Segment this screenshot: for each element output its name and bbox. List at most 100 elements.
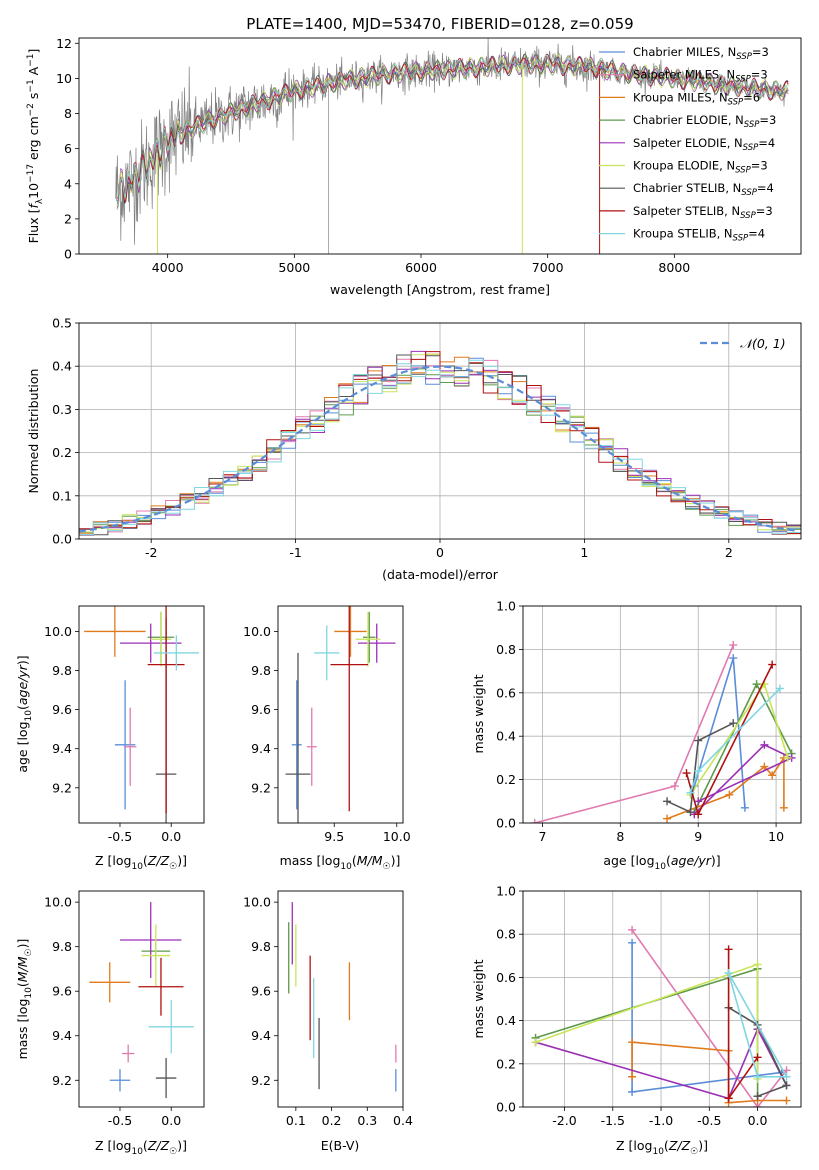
errorbar-salpeter-elodie bbox=[358, 623, 396, 663]
weight-line bbox=[534, 644, 735, 823]
figure-title: PLATE=1400, MJD=53470, FIBERID=0128, z=0… bbox=[246, 15, 633, 33]
errorbar-kroupa-stelib bbox=[314, 625, 340, 681]
weight-series-kroupa-stelib bbox=[724, 969, 791, 1081]
weight-marker bbox=[694, 766, 703, 775]
x-tick-label: 0.3 bbox=[357, 1113, 377, 1128]
y-axis-label: mass weight bbox=[471, 959, 486, 1038]
x-axis-label: E(B-V) bbox=[321, 1138, 360, 1153]
weight-marker bbox=[724, 969, 733, 978]
weight-marker bbox=[775, 684, 784, 693]
x-tick-label: 0.4 bbox=[393, 1113, 413, 1128]
y-tick-label: 0.1 bbox=[52, 488, 72, 503]
y-tick-label: 9.8 bbox=[251, 939, 271, 954]
errorbar-salpeter-miles bbox=[124, 707, 137, 786]
y-tick-label: 9.6 bbox=[251, 984, 271, 999]
legend-label: Kroupa ELODIE, NSSP=3 bbox=[633, 159, 768, 176]
y-tick-label: 10 bbox=[56, 71, 72, 86]
weight-marker bbox=[530, 819, 539, 823]
y-tick-label: 0.8 bbox=[496, 927, 516, 942]
y-tick-label: 0.8 bbox=[496, 642, 516, 657]
errorbar-kroupa-stelib bbox=[148, 1000, 194, 1054]
weight-marker bbox=[768, 771, 777, 780]
errorbar-kroupa-elodie bbox=[150, 611, 172, 667]
weight-line bbox=[727, 949, 759, 1101]
errorbar-kroupa-elodie bbox=[355, 611, 381, 667]
errorbar-chabrier-stelib bbox=[285, 652, 311, 823]
x-tick-label: 6000 bbox=[405, 260, 437, 275]
gaussian-reference-curve bbox=[79, 365, 799, 533]
x-tick-label: 10 bbox=[768, 829, 784, 844]
weight-marker bbox=[760, 762, 769, 771]
weight-marker bbox=[760, 740, 769, 749]
plot-area bbox=[84, 606, 199, 823]
errorbar-kroupa-miles bbox=[89, 962, 131, 1003]
weight-line bbox=[693, 743, 794, 815]
x-tick-label: 7 bbox=[538, 829, 546, 844]
weight-line bbox=[666, 722, 734, 814]
weight-line bbox=[631, 929, 788, 1107]
weight-marker bbox=[686, 808, 695, 817]
plot-area bbox=[285, 606, 396, 823]
weight-marker bbox=[725, 790, 734, 799]
y-tick-label: 0.4 bbox=[52, 359, 72, 374]
x-tick-label: 2 bbox=[725, 545, 733, 560]
weight-marker bbox=[768, 660, 777, 669]
errorbar-chabrier-miles bbox=[109, 1069, 131, 1092]
y-tick-label: 12 bbox=[56, 36, 72, 51]
model-line-chabrier-stelib bbox=[116, 53, 789, 205]
weight-line bbox=[535, 967, 759, 1097]
y-tick-label: 0.3 bbox=[52, 402, 72, 417]
plot-area bbox=[288, 902, 397, 1092]
weight-series-chabrier-stelib bbox=[663, 719, 738, 817]
y-tick-label: 9.4 bbox=[251, 741, 271, 756]
y-tick-label: 9.2 bbox=[52, 1073, 72, 1088]
weight-marker bbox=[752, 680, 761, 689]
errorbar-chabrier-miles bbox=[291, 680, 302, 810]
y-tick-label: 0.0 bbox=[52, 532, 72, 547]
weight-marker bbox=[670, 782, 679, 791]
y-tick-label: 8 bbox=[64, 106, 72, 121]
legend-label: Salpeter STELIB, NSSP=3 bbox=[633, 204, 773, 221]
x-tick-label: 5000 bbox=[278, 260, 310, 275]
errorbar-salpeter-stelib bbox=[147, 606, 185, 814]
y-tick-label: 0.4 bbox=[496, 1013, 516, 1028]
x-tick-label: -2 bbox=[145, 545, 157, 560]
axes-frame bbox=[78, 890, 205, 1108]
weight-line bbox=[728, 1006, 788, 1097]
x-tick-label: 0.1 bbox=[286, 1113, 306, 1128]
histogram-kroupa-stelib bbox=[79, 359, 801, 539]
axes-residuals: -2 -1 0 1 2 0.0 0.1 0.2 0.3 0.4 0.5 𝒩(0, 1) (data-mo… bbox=[26, 316, 802, 582]
legend-label: Kroupa MILES, NSSP=6 bbox=[633, 90, 760, 107]
y-tick-label: 0.0 bbox=[496, 816, 516, 831]
weight-marker bbox=[783, 753, 792, 762]
x-tick-label: 0.0 bbox=[161, 1113, 181, 1128]
y-tick-label: 0.2 bbox=[52, 445, 72, 460]
x-tick-label: 9 bbox=[694, 829, 702, 844]
weight-marker bbox=[628, 938, 637, 947]
x-tick-label: -0.5 bbox=[697, 1113, 721, 1128]
x-axis-label: Z [log10(Z/Z☉)] bbox=[95, 1138, 187, 1157]
weight-marker bbox=[753, 1053, 762, 1062]
x-tick-label: 0.0 bbox=[748, 1113, 768, 1128]
y-tick-label: 9.8 bbox=[52, 939, 72, 954]
weight-marker bbox=[729, 654, 738, 663]
y-tick-label: 4 bbox=[64, 176, 72, 191]
legend-label: 𝒩(0, 1) bbox=[740, 336, 786, 351]
x-tick-label: -1.5 bbox=[601, 1113, 625, 1128]
weight-marker bbox=[686, 788, 695, 797]
weight-marker bbox=[753, 960, 762, 969]
y-axis-label: mass weight bbox=[471, 674, 486, 753]
weight-series-salpeter-miles bbox=[530, 641, 738, 823]
weight-marker bbox=[753, 1092, 762, 1101]
weight-marker bbox=[782, 1096, 791, 1105]
y-tick-label: 0 bbox=[64, 247, 72, 262]
spectrum-legend: Chabrier MILES, NSSP=3 Salpeter MILES, NS… bbox=[599, 45, 776, 244]
y-tick-label: 10.0 bbox=[44, 895, 72, 910]
y-tick-label: 9.6 bbox=[251, 702, 271, 717]
weight-marker bbox=[628, 1072, 637, 1081]
axes-mass_vs_ebv: 0.1 0.2 0.3 0.4 9.2 9.4 9.6 9.8 10.0 E(B-V) bbox=[243, 890, 413, 1153]
x-tick-label: 7000 bbox=[532, 260, 564, 275]
axes-frame bbox=[78, 37, 802, 255]
x-axis-label: wavelength [Angstrom, rest frame] bbox=[330, 282, 550, 297]
